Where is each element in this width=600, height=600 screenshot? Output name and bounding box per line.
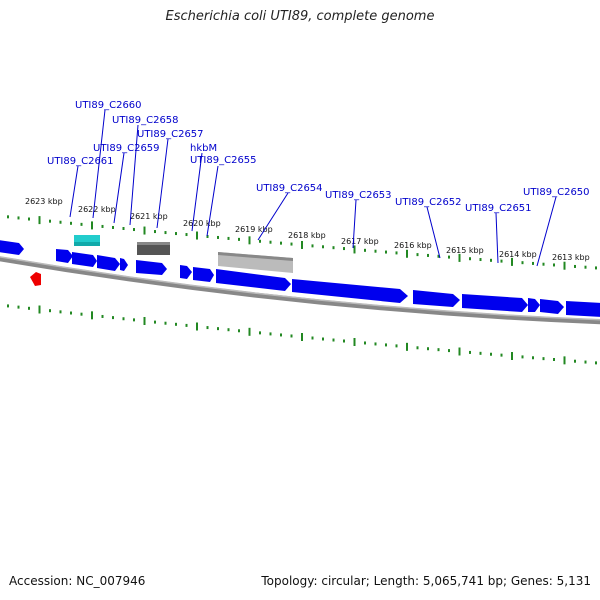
gene-label[interactable]: hkbM <box>190 143 217 154</box>
gene-arrow[interactable] <box>292 279 408 303</box>
gene-arrow[interactable] <box>540 299 564 314</box>
gene-arrow[interactable] <box>566 301 600 317</box>
scale-label: 2614 kbp <box>499 250 537 259</box>
gene-label[interactable]: UTI89_C2653 <box>325 190 392 201</box>
genome-backbone <box>0 256 600 325</box>
map-title: Escherichia coli UTI89, complete genome <box>165 9 435 24</box>
gene-label[interactable]: UTI89_C2655 <box>190 155 257 166</box>
gene-label[interactable]: UTI89_C2658 <box>112 115 179 126</box>
gene-label[interactable]: UTI89_C2660 <box>75 100 142 111</box>
scale-label: 2619 kbp <box>235 225 273 234</box>
rna-feature[interactable] <box>74 235 100 246</box>
gene-arrow[interactable] <box>528 298 540 312</box>
accession-text: Accession: NC_007946 <box>9 574 146 588</box>
scale-label: 2621 kbp <box>130 212 168 221</box>
gene-arrow[interactable] <box>56 249 73 263</box>
gene-label[interactable]: UTI89_C2651 <box>465 203 532 214</box>
gene-arrows <box>0 240 600 317</box>
gene-arrow[interactable] <box>216 269 291 291</box>
scale-label: 2618 kbp <box>288 231 326 240</box>
gene-arrow[interactable] <box>180 265 192 279</box>
gene-label[interactable]: UTI89_C2654 <box>256 183 323 194</box>
gene-label[interactable]: UTI89_C2652 <box>395 197 462 208</box>
scale-label: 2617 kbp <box>341 237 379 246</box>
gene-arrow[interactable] <box>97 255 120 271</box>
gene-label[interactable]: UTI89_C2657 <box>137 129 204 140</box>
gene-label[interactable]: UTI89_C2661 <box>47 156 114 167</box>
scale-label: 2615 kbp <box>446 246 484 255</box>
topology-text: Topology: circular; Length: 5,065,741 bp… <box>261 574 591 588</box>
scale-label: 2616 kbp <box>394 241 432 250</box>
gene-label[interactable]: UTI89_C2650 <box>523 187 590 198</box>
leader-lines <box>69 109 557 267</box>
gene-arrow[interactable] <box>72 252 97 267</box>
gene-arrow[interactable] <box>462 294 528 312</box>
scale-label: 2622 kbp <box>78 205 116 214</box>
gene-arrow[interactable] <box>413 290 460 307</box>
gene-labels: UTI89_C2660 UTI89_C2658 UTI89_C2657 UTI8… <box>47 100 590 214</box>
scale-label: 2613 kbp <box>552 253 590 262</box>
scale-labels: 2623 kbp 2622 kbp 2621 kbp 2620 kbp 2619… <box>25 197 590 262</box>
gene-label[interactable]: UTI89_C2659 <box>93 143 160 154</box>
gene-arrow[interactable] <box>0 240 24 255</box>
scale-label: 2620 kbp <box>183 219 221 228</box>
gene-arrow[interactable] <box>120 258 128 271</box>
scale-label: 2623 kbp <box>25 197 63 206</box>
feature-dark[interactable] <box>137 242 170 255</box>
gene-arrow[interactable] <box>136 260 167 275</box>
red-marker[interactable] <box>30 272 41 286</box>
gene-arrow[interactable] <box>193 267 214 282</box>
scale-tick-row-top <box>7 215 597 270</box>
scale-tick-row-bottom <box>7 304 597 365</box>
